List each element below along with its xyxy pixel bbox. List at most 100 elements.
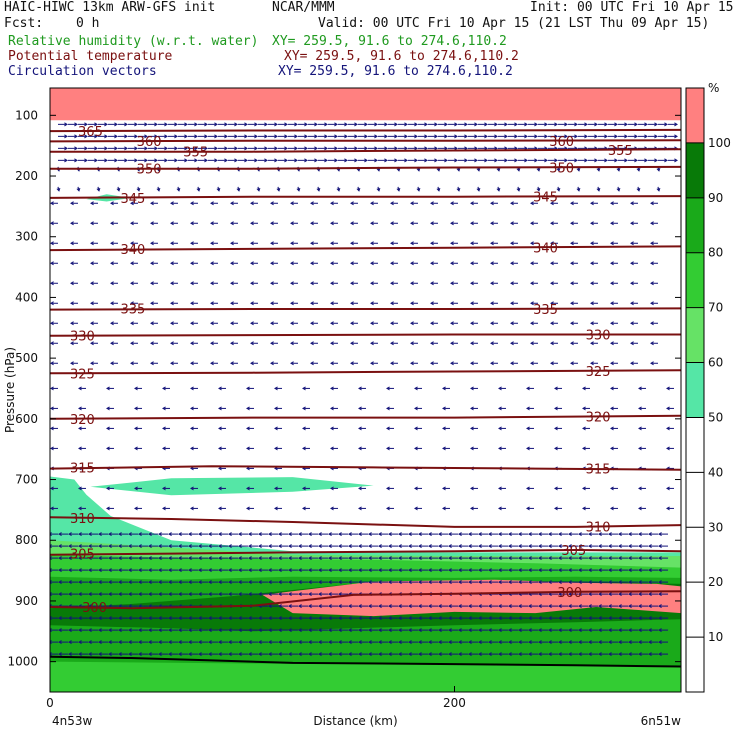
wind-vector-head	[257, 652, 262, 657]
wind-vector-head	[337, 568, 342, 573]
wind-vector-head	[550, 321, 554, 326]
wind-vector-head	[610, 321, 614, 326]
organization-label: NCAR/MMM	[272, 0, 335, 15]
wind-vector-head	[327, 604, 332, 609]
wind-vector-head	[434, 158, 438, 163]
wind-vector-head	[627, 604, 632, 609]
wind-vector-head	[370, 201, 374, 206]
wind-vector-head	[134, 146, 138, 151]
wind-vector-head	[84, 134, 88, 139]
wind-vector-head	[527, 544, 532, 549]
wind-vector-head	[250, 341, 254, 346]
wind-vector-head	[117, 532, 122, 537]
wind-vector-head	[582, 386, 586, 391]
wind-vector-head	[374, 146, 378, 151]
wind-vector-head	[390, 301, 394, 306]
wind-vector-head	[597, 568, 602, 573]
wind-vector-head	[84, 122, 88, 127]
wind-vector-head	[410, 241, 414, 246]
wind-vector-head	[327, 532, 332, 537]
wind-vector-head	[107, 544, 112, 549]
wind-vector-head	[638, 426, 642, 431]
wind-vector-head	[227, 640, 232, 645]
theta-label-350-1: 350	[549, 162, 574, 177]
wind-vector-head	[187, 652, 192, 657]
wind-vector-head	[237, 532, 242, 537]
wind-vector-head	[227, 580, 232, 585]
wind-vector-head	[162, 486, 166, 491]
wind-vector-head	[336, 187, 341, 192]
wind-vector-head	[434, 146, 438, 151]
wind-vector-head	[404, 146, 408, 151]
wind-vector-head	[414, 506, 418, 511]
wind-vector-head	[74, 122, 78, 127]
wind-vector-head	[550, 341, 554, 346]
wind-vector-head	[487, 544, 492, 549]
wind-vector-head	[327, 640, 332, 645]
wind-vector-head	[416, 167, 421, 172]
wind-vector-head	[97, 556, 102, 561]
wind-vector-head	[417, 604, 422, 609]
wind-vector-head	[107, 616, 112, 621]
wind-vector-head	[78, 426, 82, 431]
wind-vector-head	[296, 167, 301, 172]
wind-vector-head	[207, 652, 212, 657]
wind-vector-head	[218, 426, 222, 431]
wind-vector-head	[498, 446, 502, 451]
wind-vector-head	[104, 122, 108, 127]
wind-vector-head	[496, 167, 501, 172]
wind-vector-head	[90, 201, 94, 206]
wind-vector-head	[217, 568, 222, 573]
wind-vector-head	[490, 241, 494, 246]
wind-vector-head	[394, 122, 398, 127]
wind-vector-head	[302, 386, 306, 391]
wind-vector-head	[357, 580, 362, 585]
wind-vector-head	[90, 321, 94, 326]
wind-vector-head	[218, 506, 222, 511]
wind-vector-head	[70, 221, 74, 226]
wind-vector-head	[487, 568, 492, 573]
wind-vector-head	[134, 158, 138, 163]
wind-vector-head	[57, 592, 62, 597]
wind-vector-head	[487, 556, 492, 561]
wind-vector-head	[357, 652, 362, 657]
wind-vector-head	[137, 616, 142, 621]
wind-vector-head	[594, 122, 598, 127]
theta-label-325-0: 325	[70, 367, 95, 382]
wind-vector-head	[94, 134, 98, 139]
wind-vector-head	[367, 604, 372, 609]
wind-vector-head	[504, 122, 508, 127]
wind-vector-head	[217, 592, 222, 597]
wind-vector-head	[387, 532, 392, 537]
wind-vector-head	[330, 261, 334, 266]
wind-vector-head	[137, 628, 142, 633]
colorbar-segment-6	[686, 307, 704, 363]
wind-vector-head	[214, 158, 218, 163]
wind-vector-head	[217, 652, 222, 657]
wind-vector-head	[187, 580, 192, 585]
wind-vector-head	[304, 146, 308, 151]
theta-label-345-0: 345	[121, 192, 146, 207]
wind-vector-head	[430, 341, 434, 346]
wind-vector-head	[70, 321, 74, 326]
wind-vector-head	[387, 616, 392, 621]
wind-vector-head	[424, 122, 428, 127]
wind-vector-head	[150, 281, 154, 286]
wind-vector-head	[247, 640, 252, 645]
wind-vector-head	[190, 446, 194, 451]
wind-vector-head	[330, 406, 334, 411]
wind-vector-head	[376, 167, 381, 172]
wind-vector-head	[617, 580, 622, 585]
wind-vector-head	[130, 321, 134, 326]
wind-vector-head	[497, 652, 502, 657]
wind-vector-head	[364, 146, 368, 151]
wind-vector-head	[464, 122, 468, 127]
wind-vector-head	[307, 556, 312, 561]
wind-vector-head	[386, 446, 390, 451]
wind-vector-head	[127, 568, 132, 573]
wind-vector-head	[190, 241, 194, 246]
y-axis-label: Pressure (hPa)	[3, 347, 17, 433]
wind-vector-head	[557, 556, 562, 561]
wind-vector-head	[617, 640, 622, 645]
wind-vector-head	[582, 426, 586, 431]
